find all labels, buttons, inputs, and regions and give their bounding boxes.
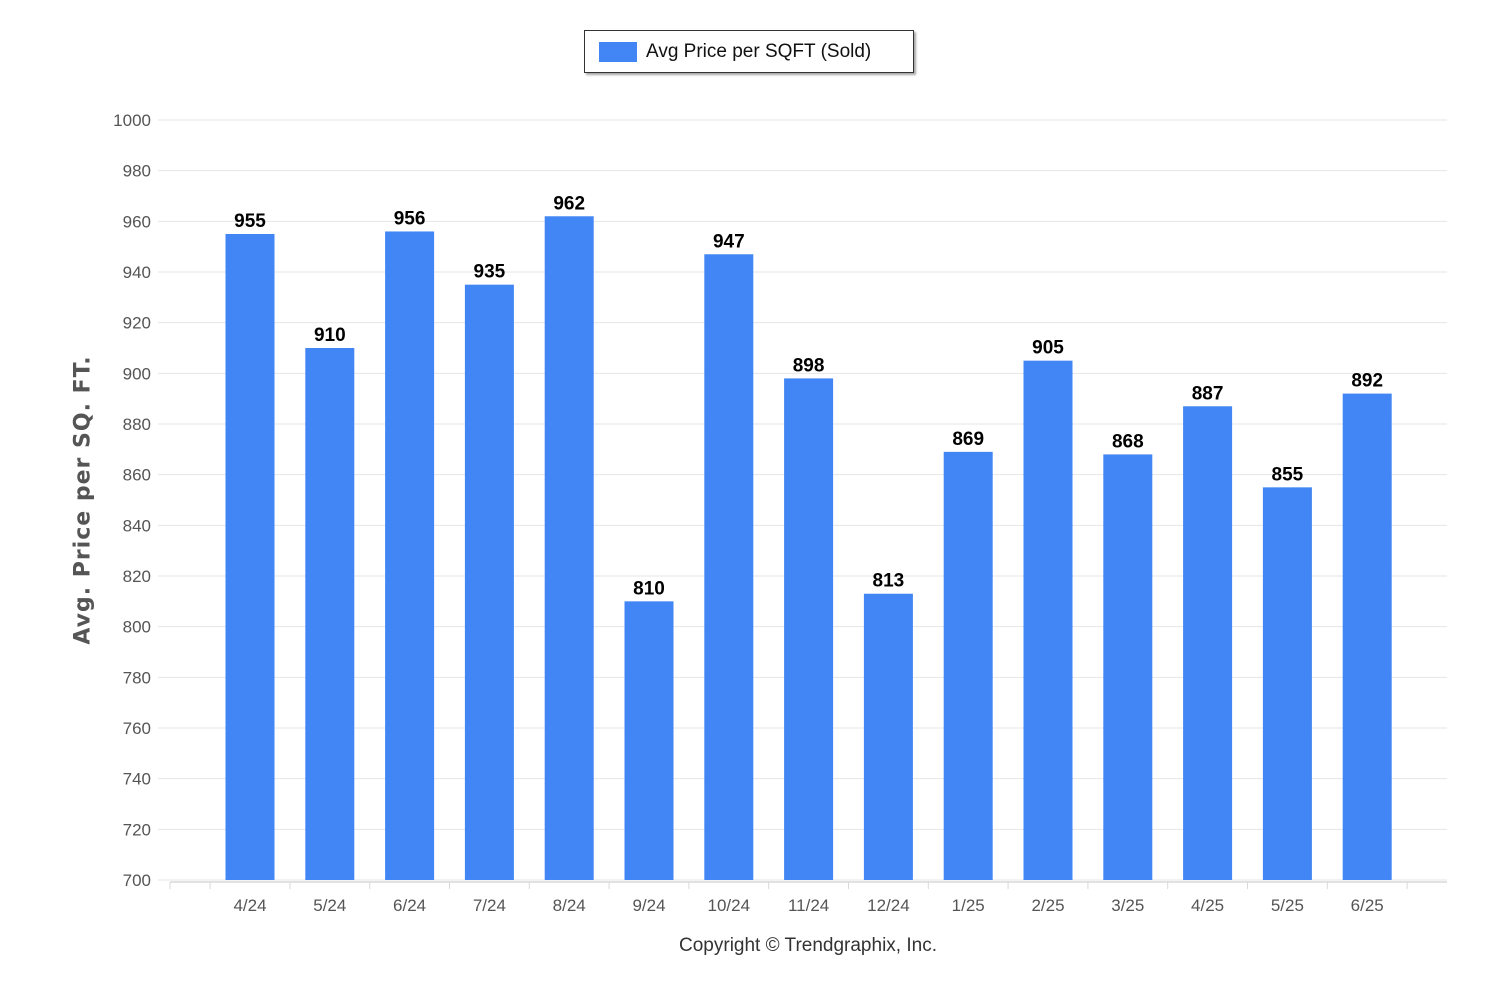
y-tick-label: 980 (123, 162, 151, 181)
y-tick-label: 820 (123, 567, 151, 586)
y-tick-label: 800 (123, 618, 151, 637)
y-tick-label: 780 (123, 668, 151, 687)
x-tick-label: 11/24 (788, 896, 829, 915)
bars (225, 216, 1392, 881)
y-tick-label: 960 (123, 212, 151, 231)
y-tick-label: 1000 (113, 111, 151, 130)
x-tick-label: 7/24 (473, 896, 506, 915)
y-tick-label: 920 (123, 314, 151, 333)
bar[interactable] (1342, 393, 1392, 880)
legend[interactable]: Avg Price per SQFT (Sold) (584, 30, 914, 73)
x-tick-label: 4/24 (233, 896, 266, 915)
copyright-text: Copyright © Trendgraphix, Inc. (679, 935, 937, 956)
y-tick-label: 840 (123, 516, 151, 535)
x-tick-label: 2/25 (1031, 896, 1064, 915)
x-tick-label: 6/24 (393, 896, 426, 915)
x-tick-label: 12/24 (867, 896, 910, 915)
x-axis: 4/24 5/24 6/24 7/24 8/24 9/24 10/24 11/24 12/24 1… (169, 881, 1447, 915)
x-tick-label: 10/24 (708, 896, 751, 915)
bar[interactable] (464, 284, 514, 881)
x-tick-label: 8/24 (553, 896, 586, 915)
bar-value-label: 935 (474, 262, 506, 283)
bar-value-label: 887 (1192, 383, 1224, 404)
y-axis-title: Avg. Price per SQ. FT. (70, 355, 96, 645)
x-tick-label: 3/25 (1111, 896, 1144, 915)
bar-value-label: 898 (793, 355, 825, 376)
y-tick-label: 880 (123, 415, 151, 434)
bar[interactable] (225, 234, 275, 880)
bar[interactable] (943, 451, 993, 880)
bar-value-label: 947 (713, 231, 745, 252)
bar[interactable] (1262, 487, 1312, 880)
bar[interactable] (863, 593, 913, 880)
y-tick-label: 740 (123, 770, 151, 789)
y-axis-ticks: 700 720 740 760 780 800 820 840 860 880 900 920 940 9… (113, 111, 151, 890)
x-tick-label: 5/25 (1271, 896, 1304, 915)
y-tick-label: 940 (123, 263, 151, 282)
x-tick-label: 4/25 (1191, 896, 1224, 915)
bar-value-label: 868 (1112, 431, 1144, 452)
bar[interactable] (1103, 454, 1153, 880)
y-tick-label: 860 (123, 466, 151, 485)
bar-value-label: 905 (1032, 338, 1064, 359)
legend-swatch (599, 41, 637, 62)
bar-value-label: 962 (553, 193, 585, 214)
bar[interactable] (1183, 406, 1233, 880)
bar[interactable] (784, 378, 834, 880)
bar-value-label: 855 (1272, 464, 1304, 485)
x-tick-label: 5/24 (313, 896, 346, 915)
bar-value-label: 869 (952, 429, 984, 450)
bar-value-label: 955 (234, 211, 266, 232)
bar[interactable] (1023, 360, 1073, 881)
y-tick-label: 760 (123, 719, 151, 738)
data-labels: 955 910 956 935 962 810 947 898 813 869 905 868 887 8… (234, 193, 1383, 599)
bar[interactable] (544, 216, 594, 880)
bar[interactable] (385, 231, 435, 880)
bar[interactable] (704, 254, 754, 880)
bar-value-label: 813 (873, 571, 905, 592)
x-tick-label: 1/25 (952, 896, 985, 915)
x-tick-label: 6/25 (1351, 896, 1384, 915)
bar[interactable] (624, 601, 674, 880)
bar-value-label: 810 (633, 578, 665, 599)
y-tick-label: 700 (123, 871, 151, 890)
bar-value-label: 956 (394, 208, 426, 229)
bar-value-label: 892 (1351, 371, 1383, 392)
y-tick-label: 720 (123, 820, 151, 839)
y-tick-label: 900 (123, 364, 151, 383)
bar[interactable] (305, 348, 355, 880)
legend-label: Avg Price per SQFT (Sold) (646, 40, 872, 62)
x-tick-label: 9/24 (632, 896, 665, 915)
bar-value-label: 910 (314, 325, 346, 346)
